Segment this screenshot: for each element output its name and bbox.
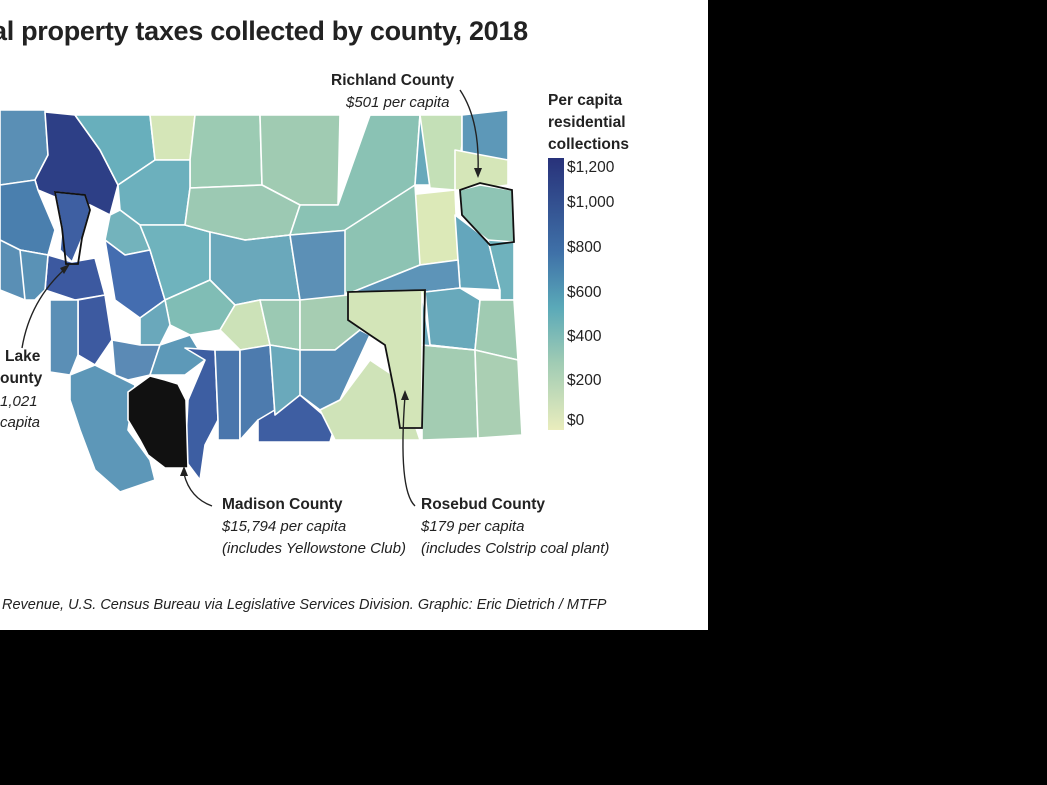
county-madison <box>127 375 189 469</box>
county-missoula <box>44 254 106 301</box>
rosebud-callout-note: (includes Colstrip coal plant) <box>421 540 610 557</box>
rosebud-callout-value: $179 per capita <box>421 518 525 535</box>
madison-callout-value: $15,794 per capita <box>222 518 347 535</box>
county-mineral <box>19 249 49 301</box>
leader-rosebud <box>402 395 416 507</box>
map-graphic: al property taxes collected by county, 2… <box>0 0 708 630</box>
arrowhead-madison <box>180 466 188 476</box>
lake-callout-unit: capita <box>0 414 41 431</box>
leader-richland <box>459 89 479 173</box>
highlight-outlines <box>53 182 515 429</box>
county-sweet-grass <box>214 349 241 441</box>
legend-color-bar <box>548 158 564 430</box>
montana-county-map <box>0 89 523 507</box>
source-credit: Revenue, U.S. Census Bureau via Legislat… <box>2 597 607 613</box>
madison-callout-note: (includes Yellowstone Club) <box>222 540 406 557</box>
legend-title-line-3: collections <box>548 136 629 153</box>
legend-tick: $200 <box>567 372 602 389</box>
arrowhead-rosebud <box>401 390 409 400</box>
leader-madison <box>183 473 213 507</box>
legend-title-line-2: residential <box>548 114 626 131</box>
legend-tick: $400 <box>567 328 602 345</box>
legend-tick: $0 <box>567 412 585 429</box>
county-broadwater <box>139 299 171 346</box>
richland-callout-value: $501 per capita <box>346 94 450 111</box>
madison-callout-name: Madison County <box>222 496 343 513</box>
outline-rosebud <box>347 289 426 429</box>
lake-callout-name-1: Lake <box>5 348 41 365</box>
county-big-horn <box>299 329 371 411</box>
outline-richland <box>459 182 515 246</box>
arrowhead-richland <box>474 168 482 178</box>
county-carter <box>421 291 476 351</box>
lake-callout-name-2: ounty <box>0 370 43 387</box>
richland-callout-name: Richland County <box>331 72 455 89</box>
county-beaverhead <box>69 364 156 493</box>
county-ravalli <box>77 294 113 366</box>
county-toole <box>149 114 196 161</box>
leader-lake <box>21 267 67 349</box>
legend-tick: $1,200 <box>567 159 615 176</box>
legend-tick: $1,000 <box>567 194 615 211</box>
county-custer <box>421 344 479 441</box>
county-powder-river <box>474 349 523 439</box>
outline-lake <box>53 190 91 265</box>
county-liberty <box>189 114 263 189</box>
county-shapes <box>0 109 523 493</box>
county-gallatin-north <box>149 334 206 376</box>
legend-title-line-1: Per capita <box>548 92 623 109</box>
county-west-strip <box>49 299 79 376</box>
legend-tick: $800 <box>567 239 602 256</box>
chart-title: al property taxes collected by county, 2… <box>0 16 528 46</box>
county-prairie <box>424 287 481 351</box>
lake-callout-value: 1,021 <box>0 393 38 410</box>
arrowhead-lake <box>60 264 70 274</box>
callout-leaders <box>21 89 482 507</box>
legend-tick: $600 <box>567 284 602 301</box>
rosebud-callout-name: Rosebud County <box>421 496 545 513</box>
